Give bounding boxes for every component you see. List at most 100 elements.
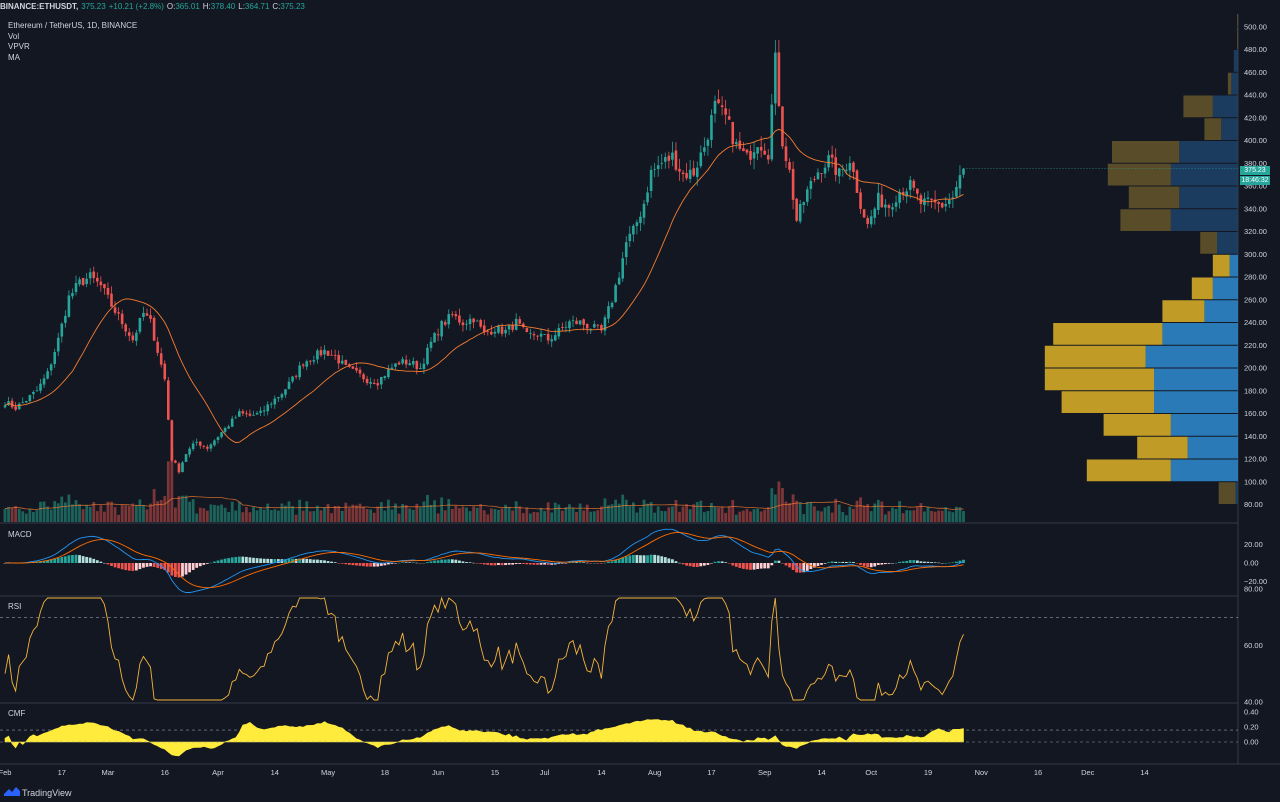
volume-bar <box>145 509 149 522</box>
volume-bar <box>621 494 625 522</box>
volume-bar <box>42 501 46 522</box>
candle-body <box>433 333 436 343</box>
volume-bar <box>915 507 919 522</box>
volume-bar <box>521 513 525 522</box>
last-price-tag: 375.23 <box>1240 166 1270 175</box>
macd-hist-bar <box>234 556 238 563</box>
volume-bar <box>337 505 341 522</box>
candle-body <box>294 375 298 377</box>
candle-body <box>39 383 42 391</box>
candle-body <box>96 277 99 282</box>
volume-bar <box>440 497 444 522</box>
volume-bar <box>152 488 156 522</box>
candle-body <box>653 168 656 170</box>
volume-bar <box>166 461 170 522</box>
volume-bar <box>436 513 440 522</box>
vpvr-up-bar <box>1217 232 1238 254</box>
volume-bar <box>805 501 809 522</box>
macd-hist-bar <box>525 563 529 565</box>
volume-bar <box>727 506 731 522</box>
price-ma-line <box>4 128 964 444</box>
vpvr-up-bar <box>1170 163 1238 186</box>
candle-body <box>593 324 596 328</box>
candle-body <box>759 146 763 151</box>
macd-hist-bar <box>901 561 905 563</box>
candle-body <box>791 168 795 200</box>
macd-hist-bar <box>802 563 806 573</box>
vpvr-down-bar <box>1044 345 1146 368</box>
candle-body <box>674 150 678 170</box>
candle-body <box>92 271 96 278</box>
cmf-pane-label[interactable]: CMF <box>8 709 26 718</box>
macd-hist-bar <box>71 554 74 563</box>
macd-hist-bar <box>269 558 273 563</box>
candle-body <box>688 169 692 179</box>
candle-body <box>3 405 7 408</box>
close-label: C: <box>272 2 281 11</box>
macd-hist-bar <box>539 563 543 565</box>
macd-hist-bar <box>99 561 103 563</box>
macd-hist-bar <box>319 560 323 563</box>
legend-vpvr[interactable]: VPVR <box>8 42 30 51</box>
candle-body <box>209 444 213 449</box>
macd-hist-bar <box>724 562 728 563</box>
macd-tick-label: 0.00 <box>1244 559 1259 568</box>
vpvr-down-bar <box>1103 414 1171 436</box>
volume-bar <box>486 514 490 522</box>
volume-bar <box>532 511 536 522</box>
volume-bar <box>795 500 799 522</box>
candle-body <box>99 281 103 286</box>
rsi-pane-label[interactable]: RSI <box>8 602 22 611</box>
candle-body <box>692 168 695 176</box>
volume-bar <box>74 500 78 522</box>
macd-hist-bar <box>596 563 600 564</box>
candle-body <box>174 460 177 463</box>
chart-title[interactable]: Ethereum / TetherUS, 1D, BINANCE <box>8 21 138 30</box>
macd-hist-bar <box>940 562 944 564</box>
vpvr-down-bar <box>1218 482 1236 504</box>
macd-hist-bar <box>465 562 468 563</box>
candle-body <box>35 390 39 392</box>
macd-hist-bar <box>823 563 827 564</box>
volume-bar <box>213 504 216 522</box>
tradingview-logo-icon[interactable] <box>4 785 20 802</box>
macd-hist-bar <box>614 560 617 563</box>
candle-body <box>273 398 277 405</box>
macd-hist-bar <box>131 563 135 571</box>
legend-vol[interactable]: Vol <box>8 31 20 41</box>
volume-bar <box>713 506 717 522</box>
candle-body <box>617 277 621 285</box>
volume-bar <box>479 503 483 522</box>
macd-hist-bar <box>685 563 688 566</box>
macd-hist-bar <box>646 555 649 563</box>
candle-body <box>710 115 713 140</box>
macd-signal-line <box>4 532 964 589</box>
time-axis: Feb 17 Mar 16 Apr 14 May 18 Jun 15 Jul 14 Aug 17 Sep 14… <box>0 768 1149 777</box>
candle-body <box>713 100 717 114</box>
vpvr-up-bar <box>1170 209 1238 231</box>
price-tick-label: 320.00 <box>1244 227 1267 236</box>
macd-pane-label[interactable]: MACD <box>8 530 32 539</box>
candle-body <box>717 99 720 104</box>
macd-hist-bar <box>461 561 465 563</box>
volume-bars <box>3 447 965 522</box>
time-tick-label: Oct <box>865 768 878 777</box>
volume-bar <box>198 507 202 522</box>
candle-body <box>596 324 600 326</box>
legend-ma[interactable]: MA <box>8 52 20 62</box>
volume-bar <box>876 499 880 522</box>
macd-hist-bar <box>926 561 930 563</box>
time-tick-label: May <box>321 768 335 777</box>
macd-hist-bar <box>671 559 674 563</box>
volume-bar <box>17 508 21 522</box>
candle-body <box>135 332 138 341</box>
candle-body <box>848 163 852 171</box>
macd-hist-bar <box>308 559 312 563</box>
macd-hist-bar <box>745 563 749 570</box>
symbol-name[interactable]: BINANCE:ETHUSDT, <box>0 2 79 11</box>
tradingview-brand[interactable]: TradingView <box>22 788 72 799</box>
volume-bar <box>887 511 891 522</box>
macd-hist-bar <box>127 563 131 571</box>
volume-bar <box>103 511 106 522</box>
